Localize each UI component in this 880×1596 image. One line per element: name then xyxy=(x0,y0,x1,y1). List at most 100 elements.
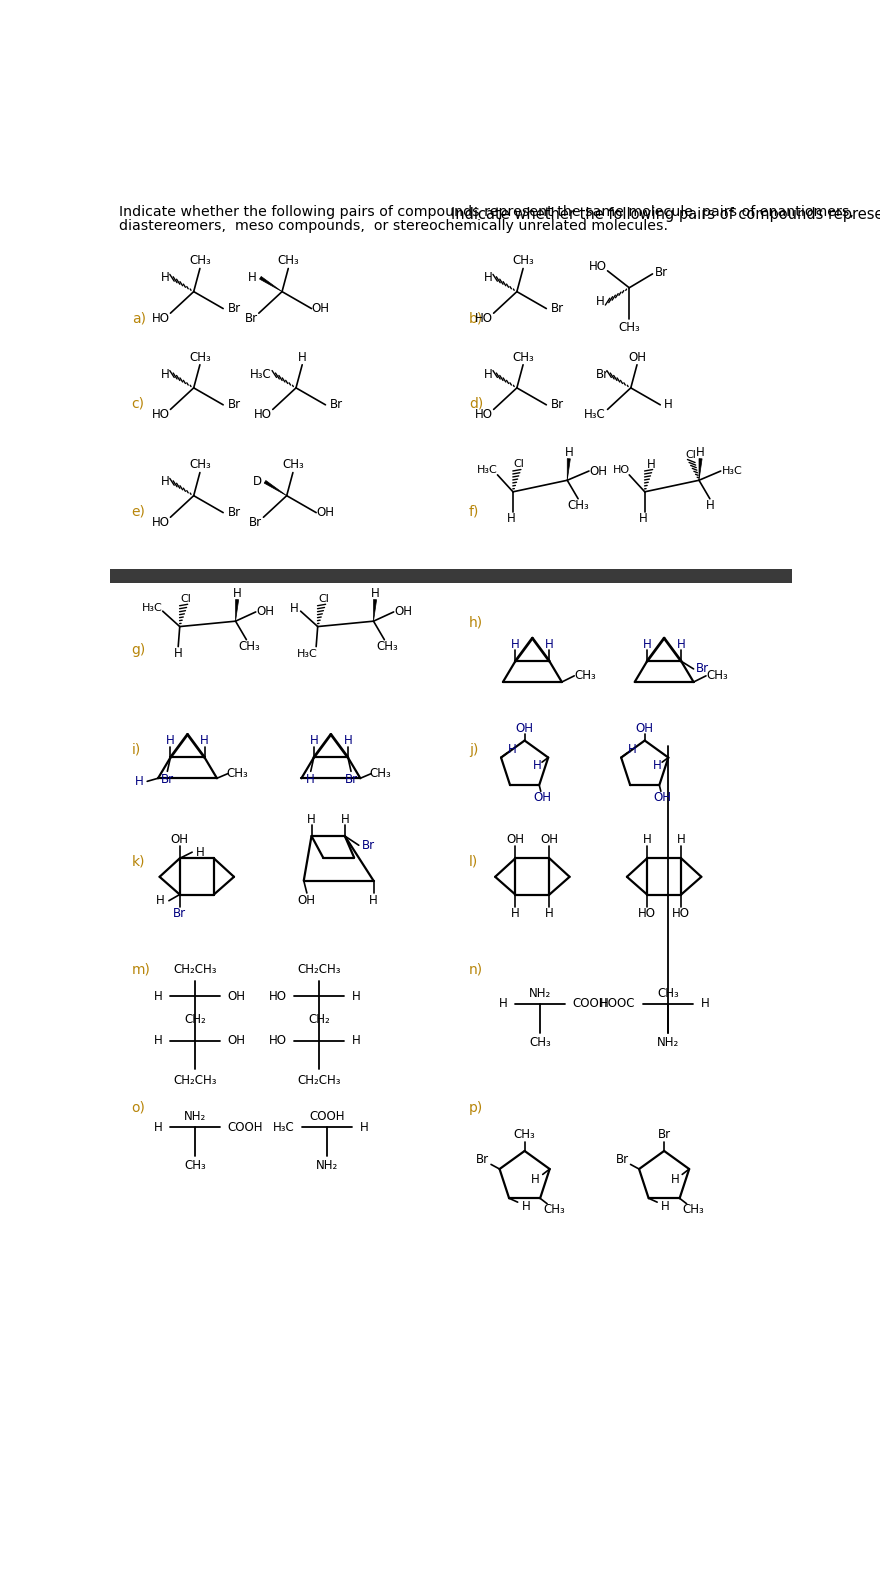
Text: H: H xyxy=(341,812,349,825)
Text: CH₃: CH₃ xyxy=(282,458,304,471)
Text: OH: OH xyxy=(171,833,188,846)
Text: CH₃: CH₃ xyxy=(226,768,248,780)
Text: HO: HO xyxy=(151,313,169,326)
Text: H: H xyxy=(484,367,493,380)
Text: H: H xyxy=(156,894,165,907)
Text: OH: OH xyxy=(533,792,551,804)
Text: HO: HO xyxy=(253,409,272,421)
Text: H: H xyxy=(161,476,170,488)
Text: H: H xyxy=(307,812,316,825)
Text: Br: Br xyxy=(227,399,240,412)
Text: Br: Br xyxy=(344,772,357,785)
Bar xyxy=(110,568,792,583)
Text: H: H xyxy=(639,512,648,525)
Text: H: H xyxy=(511,907,520,921)
Text: H₃C: H₃C xyxy=(143,603,163,613)
Text: H: H xyxy=(499,998,508,1010)
Text: D: D xyxy=(253,476,262,488)
Text: H: H xyxy=(297,351,306,364)
Text: c): c) xyxy=(132,396,144,410)
Text: HO: HO xyxy=(474,313,493,326)
Text: OH: OH xyxy=(628,351,646,364)
Text: OH: OH xyxy=(312,302,330,314)
Text: H: H xyxy=(154,1034,163,1047)
Text: Cl: Cl xyxy=(514,460,524,469)
Text: H: H xyxy=(508,744,517,757)
Text: Br: Br xyxy=(476,1154,489,1167)
Text: H: H xyxy=(647,458,656,471)
Text: p): p) xyxy=(469,1101,483,1116)
Text: OH: OH xyxy=(540,833,559,846)
Text: Br: Br xyxy=(551,399,564,412)
Text: a): a) xyxy=(132,311,146,326)
Polygon shape xyxy=(260,276,282,292)
Polygon shape xyxy=(236,600,238,621)
Text: Cl: Cl xyxy=(319,594,329,603)
Text: OH: OH xyxy=(654,792,671,804)
Text: NH₂: NH₂ xyxy=(316,1159,338,1171)
Text: HO: HO xyxy=(474,409,493,421)
Text: CH₃: CH₃ xyxy=(189,351,211,364)
Text: H: H xyxy=(352,990,361,1002)
Polygon shape xyxy=(568,458,570,480)
Text: CH₃: CH₃ xyxy=(189,254,211,267)
Text: CH₃: CH₃ xyxy=(512,351,534,364)
Text: d): d) xyxy=(469,396,483,410)
Text: HO: HO xyxy=(151,409,169,421)
Text: H₃C: H₃C xyxy=(297,648,317,659)
Text: H: H xyxy=(627,744,636,757)
Text: H: H xyxy=(671,1173,679,1186)
Text: HOOC: HOOC xyxy=(600,998,635,1010)
Text: CH₃: CH₃ xyxy=(370,768,392,780)
Text: g): g) xyxy=(132,643,146,656)
Text: CH₃: CH₃ xyxy=(575,669,596,683)
Text: COOH: COOH xyxy=(573,998,608,1010)
Text: H: H xyxy=(545,907,554,921)
Text: CH₃: CH₃ xyxy=(377,640,399,653)
Text: H: H xyxy=(154,1120,163,1133)
Text: Br: Br xyxy=(362,839,375,852)
Text: CH₃: CH₃ xyxy=(238,640,260,653)
Text: NH₂: NH₂ xyxy=(529,986,551,999)
Text: H: H xyxy=(661,1200,670,1213)
Text: H: H xyxy=(564,445,573,460)
Text: CH₃: CH₃ xyxy=(568,500,589,512)
Text: j): j) xyxy=(469,742,478,757)
Text: OH: OH xyxy=(228,1034,246,1047)
Text: CH₃: CH₃ xyxy=(514,1127,536,1141)
Text: H: H xyxy=(232,587,241,600)
Text: H₃C: H₃C xyxy=(477,466,498,476)
Text: CH₃: CH₃ xyxy=(512,254,534,267)
Text: CH₂: CH₂ xyxy=(185,1013,206,1026)
Text: H: H xyxy=(369,894,378,907)
Text: H: H xyxy=(522,1200,531,1213)
Text: b): b) xyxy=(469,311,483,326)
Text: Br: Br xyxy=(615,1154,628,1167)
Text: CH₂CH₃: CH₂CH₃ xyxy=(173,964,217,977)
Text: H: H xyxy=(195,846,204,859)
Text: k): k) xyxy=(132,854,145,868)
Text: OH: OH xyxy=(317,506,334,519)
Text: H: H xyxy=(507,512,516,525)
Text: OH: OH xyxy=(297,894,316,907)
Text: Cl: Cl xyxy=(180,594,191,603)
Text: H: H xyxy=(696,445,705,460)
Text: H: H xyxy=(706,500,715,512)
Text: CH₃: CH₃ xyxy=(657,986,678,999)
Text: CH₂CH₃: CH₂CH₃ xyxy=(297,1074,341,1087)
Text: CH₃: CH₃ xyxy=(543,1202,565,1216)
Text: CH₃: CH₃ xyxy=(706,669,728,683)
Text: H: H xyxy=(545,638,554,651)
Text: Br: Br xyxy=(173,907,187,921)
Text: H: H xyxy=(596,295,605,308)
Text: H: H xyxy=(248,271,257,284)
Text: CH₂CH₃: CH₂CH₃ xyxy=(173,1074,217,1087)
Text: Indicate whether the following pairs of compounds represent the same molecule, p: Indicate whether the following pairs of … xyxy=(451,207,880,222)
Text: H: H xyxy=(343,734,352,747)
Text: HO: HO xyxy=(268,1034,287,1047)
Text: H: H xyxy=(135,774,143,788)
Text: H: H xyxy=(532,1173,540,1186)
Text: CH₃: CH₃ xyxy=(185,1159,206,1171)
Polygon shape xyxy=(264,480,287,496)
Text: H: H xyxy=(533,758,542,772)
